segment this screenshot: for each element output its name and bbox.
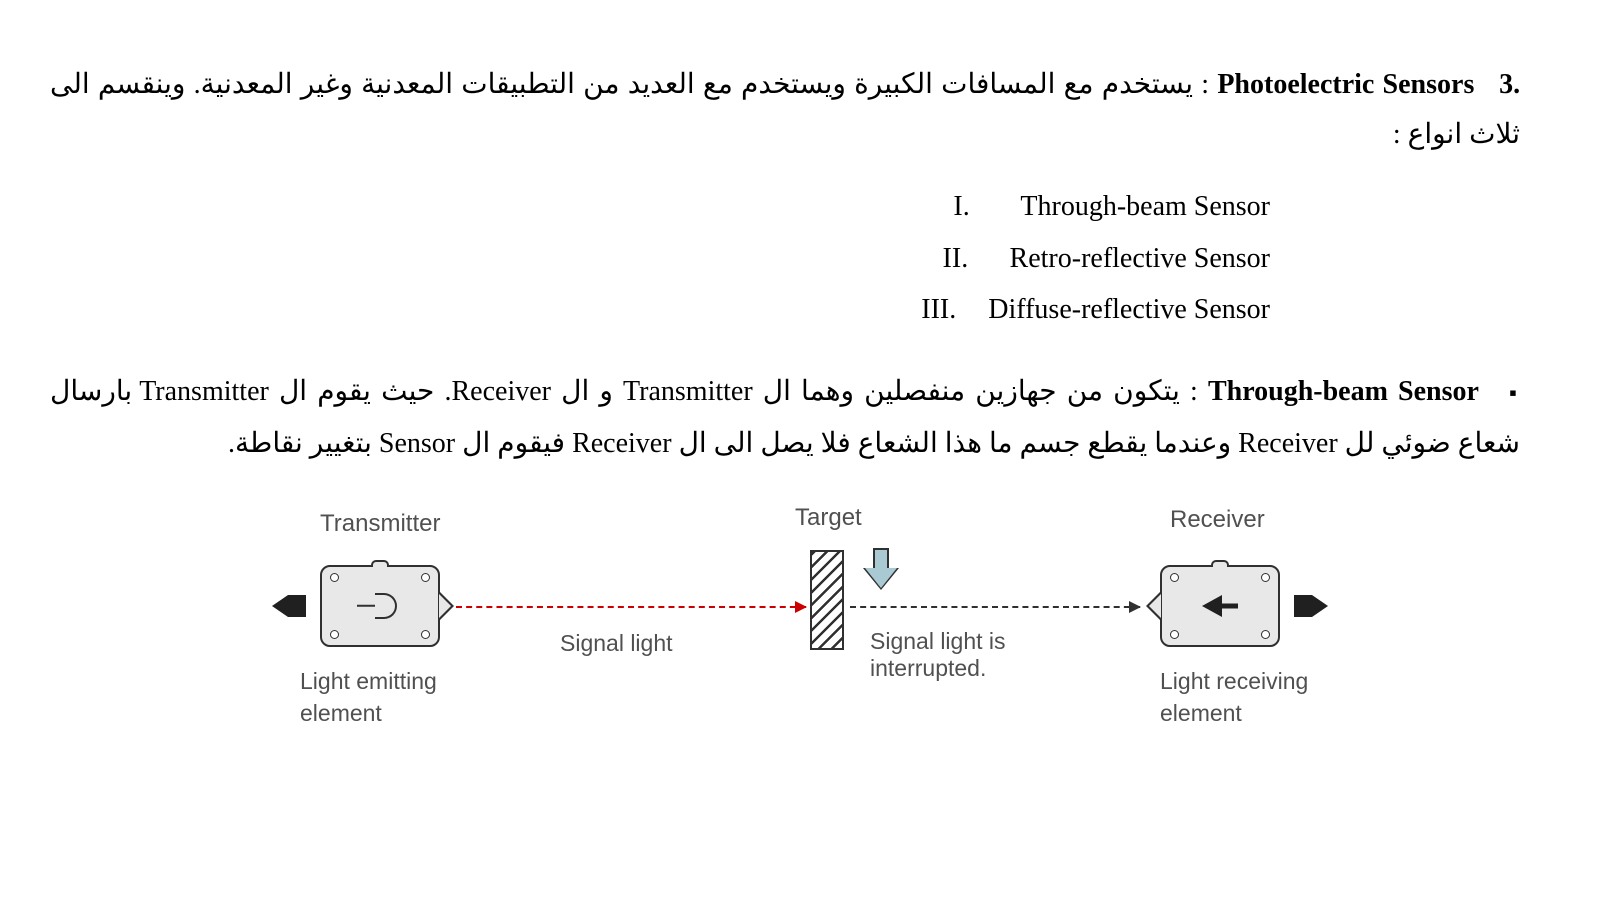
emitter-symbol-icon	[363, 593, 397, 619]
list-item: Diffuse-reflective Sensor .III	[50, 284, 1270, 336]
receiver-arrow-icon	[1202, 595, 1238, 617]
section-number: .3	[1499, 69, 1520, 100]
signal-interrupted-label: Signal light is interrupted.	[870, 628, 1070, 682]
sensor-types-list: Through-beam Sensor .I Retro-reflective …	[50, 181, 1550, 336]
target-down-arrow-icon	[865, 548, 897, 588]
cable-wedge-icon	[272, 595, 288, 617]
transmitter-sublabel: Light emitting element	[300, 665, 480, 729]
through-beam-paragraph: ▪ Through-beam Sensor : يتكون من جهازين …	[50, 366, 1550, 470]
list-roman: .I	[953, 181, 1013, 233]
receiver-sublabel: Light receiving element	[1160, 665, 1360, 729]
bullet-icon: ▪	[1509, 380, 1520, 405]
screw-dot-icon	[1170, 630, 1179, 639]
signal-light-beam	[456, 606, 806, 608]
list-item: Retro-reflective Sensor .II	[50, 233, 1270, 285]
target-label: Target	[795, 504, 862, 532]
interrupted-beam	[850, 606, 1140, 608]
signal-light-label: Signal light	[560, 630, 673, 657]
list-roman: .III	[921, 284, 981, 336]
cable-wedge-icon	[1312, 595, 1328, 617]
screw-dot-icon	[330, 630, 339, 639]
list-item: Through-beam Sensor .I	[50, 181, 1270, 233]
receiver-label: Receiver	[1170, 506, 1265, 534]
emitter-lens-icon	[438, 590, 454, 622]
screw-dot-icon	[1261, 573, 1270, 582]
transmitter-box	[320, 565, 440, 647]
list-label: Through-beam Sensor	[1020, 191, 1270, 222]
screw-dot-icon	[330, 573, 339, 582]
screw-dot-icon	[1261, 630, 1270, 639]
beam-arrow-icon	[795, 601, 807, 613]
cable-tail-icon	[1294, 595, 1312, 617]
box-bump-icon	[1211, 560, 1229, 567]
target-block	[810, 550, 844, 650]
receiver-box	[1160, 565, 1280, 647]
section-heading: .3 Photoelectric Sensors : يستخدم مع الم…	[50, 60, 1550, 161]
box-bump-icon	[371, 560, 389, 567]
list-label: Diffuse-reflective Sensor	[988, 294, 1270, 325]
screw-dot-icon	[421, 573, 430, 582]
list-roman: .II	[943, 233, 1003, 285]
through-beam-diagram: Transmitter Target Receiver	[270, 510, 1370, 770]
sub-title-en: Through-beam Sensor	[1208, 376, 1479, 407]
section-title-en: Photoelectric Sensors	[1217, 69, 1474, 100]
list-label: Retro-reflective Sensor	[1010, 243, 1270, 274]
cable-tail-icon	[288, 595, 306, 617]
screw-dot-icon	[1170, 573, 1179, 582]
transmitter-label: Transmitter	[320, 510, 440, 538]
receiver-lens-icon	[1146, 590, 1162, 622]
screw-dot-icon	[421, 630, 430, 639]
beam-arrow-icon	[1129, 601, 1141, 613]
